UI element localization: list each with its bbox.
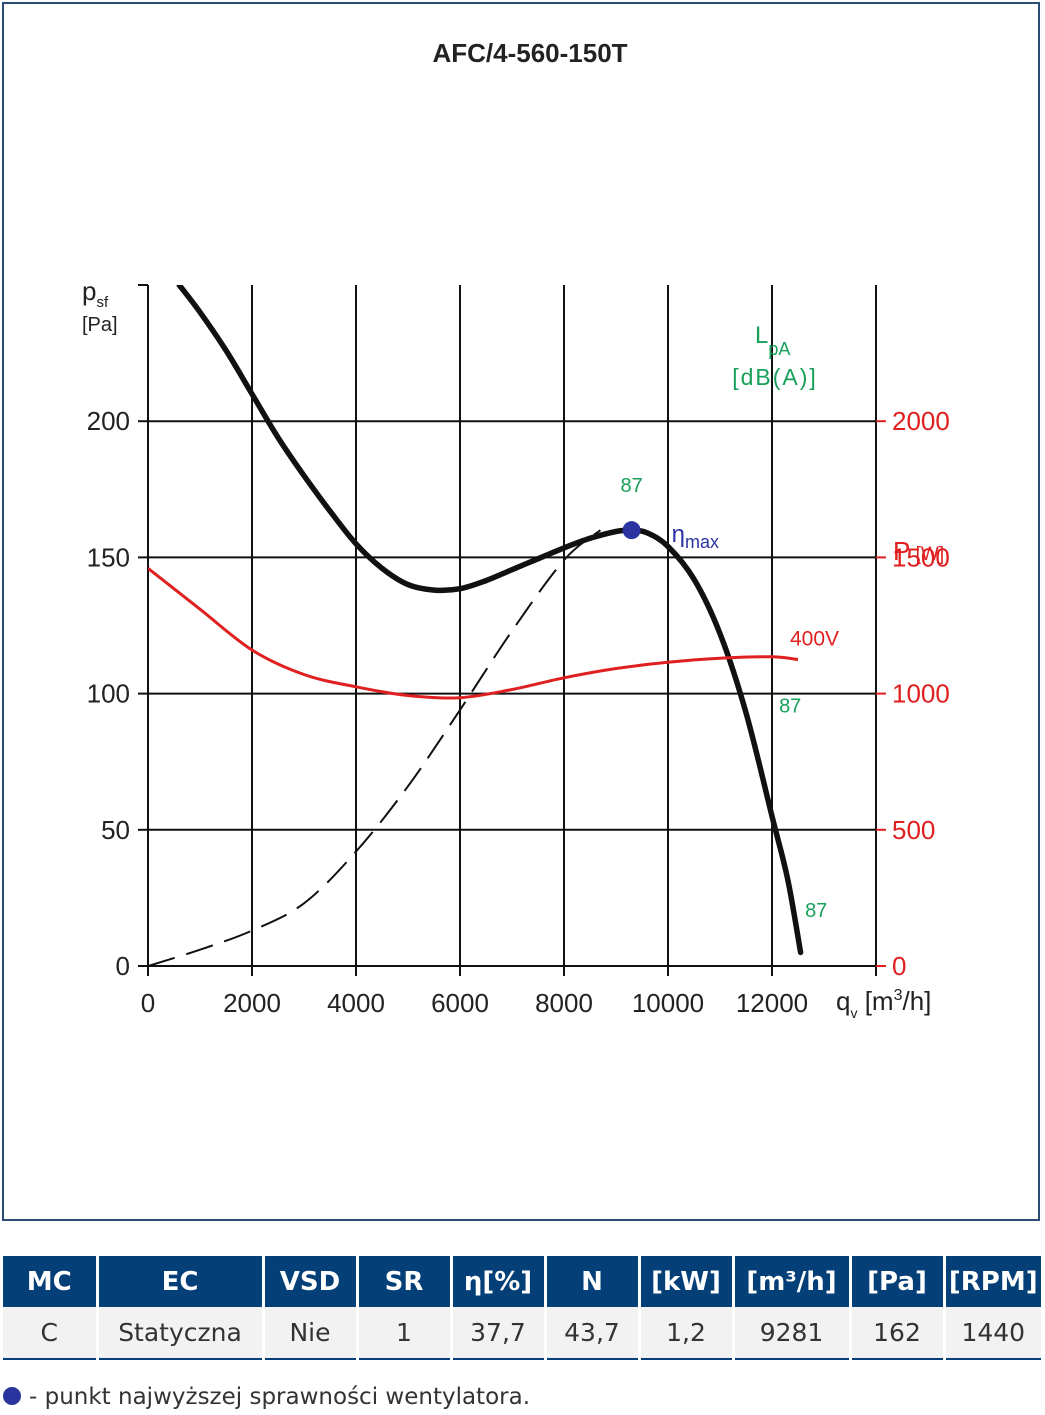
- eta-max-point: [622, 521, 641, 540]
- header-ec: EC: [97, 1256, 265, 1307]
- footnote: - punkt najwyższej sprawności wentylator…: [3, 1384, 530, 1410]
- y-right-axis-label: P [W]: [893, 536, 944, 566]
- y-right-tick-label: 2000: [892, 406, 950, 436]
- header-n: N: [545, 1256, 641, 1307]
- cell-rpm: 1440: [944, 1307, 1041, 1360]
- cell-n: 43,7: [545, 1307, 641, 1360]
- x-tick-label: 4000: [327, 988, 385, 1018]
- cell-pa: 162: [850, 1307, 946, 1360]
- chart-frame: [2, 2, 1040, 1221]
- eta-max-dot-icon: [3, 1386, 21, 1405]
- noise-level-label: 87: [779, 696, 801, 718]
- header-pa: [Pa]: [850, 1256, 946, 1307]
- header-mc: MC: [3, 1256, 99, 1307]
- noise-level-label: 87: [620, 475, 642, 497]
- y-right-tick-label: 0: [892, 951, 906, 981]
- header-vsd: VSD: [263, 1256, 359, 1307]
- series-line-power-400V: [148, 567, 799, 700]
- x-tick-label: 10000: [632, 988, 704, 1018]
- y-right-tick-label: 1500: [892, 542, 950, 572]
- x-axis-label: qv [m3/h]: [836, 986, 931, 1021]
- table-row: C Statyczna Nie 1 37,7 43,7 1,2 9281 162…: [3, 1307, 1041, 1360]
- cell-sr: 1: [357, 1307, 453, 1360]
- y-right-tick-label: 500: [892, 815, 935, 845]
- series-label-power-400V: 400V: [790, 628, 839, 651]
- noise-level-label: 87: [805, 900, 827, 922]
- y-right-tick-label: 1000: [892, 679, 950, 709]
- header-kw: [kW]: [639, 1256, 735, 1307]
- x-tick-label: 2000: [223, 988, 281, 1018]
- y-left-tick-label: 150: [87, 542, 130, 572]
- cell-flow: 9281: [733, 1307, 852, 1360]
- eta-max-label: ηmax: [672, 521, 719, 552]
- header-eta: η[%]: [451, 1256, 547, 1307]
- cell-kw: 1,2: [639, 1307, 735, 1360]
- noise-axis-label: LpA: [755, 322, 790, 359]
- header-rpm: [RPM]: [944, 1256, 1041, 1307]
- chart-title: AFC/4-560-150T: [432, 38, 627, 68]
- cell-ec: Statyczna: [97, 1307, 265, 1360]
- y-left-tick-label: 100: [87, 679, 130, 709]
- series-line-pressure: [176, 285, 804, 956]
- fan-performance-chart: AFC/4-560-150T 0 2000 4000 6000 8000 10000 120…: [82, 38, 950, 1021]
- x-tick-label: 12000: [736, 988, 808, 1018]
- table-header-row: MC EC VSD SR η[%] N [kW] [m³/h] [Pa] [RP…: [3, 1256, 1041, 1307]
- header-flow: [m³/h]: [733, 1256, 852, 1307]
- series-line-system-curve: [148, 529, 602, 967]
- footnote-text: - punkt najwyższej sprawności wentylator…: [29, 1384, 531, 1410]
- y-left-axis-label: psf: [82, 276, 109, 311]
- y-left-axis-unit: [Pa]: [82, 314, 118, 336]
- cell-mc: C: [3, 1307, 99, 1360]
- x-tick-label: 6000: [431, 988, 489, 1018]
- y-left-tick-label: 50: [101, 815, 130, 845]
- cell-eta: 37,7: [451, 1307, 547, 1360]
- cell-vsd: Nie: [263, 1307, 359, 1360]
- noise-axis-unit: [dB(A)]: [732, 364, 818, 390]
- y-left-tick-label: 200: [87, 406, 130, 436]
- header-sr: SR: [357, 1256, 453, 1307]
- x-tick-label: 0: [141, 988, 155, 1018]
- x-tick-label: 8000: [535, 988, 593, 1018]
- spec-table: MC EC VSD SR η[%] N [kW] [m³/h] [Pa] [RP…: [3, 1256, 1041, 1360]
- y-left-tick-label: 0: [116, 951, 130, 981]
